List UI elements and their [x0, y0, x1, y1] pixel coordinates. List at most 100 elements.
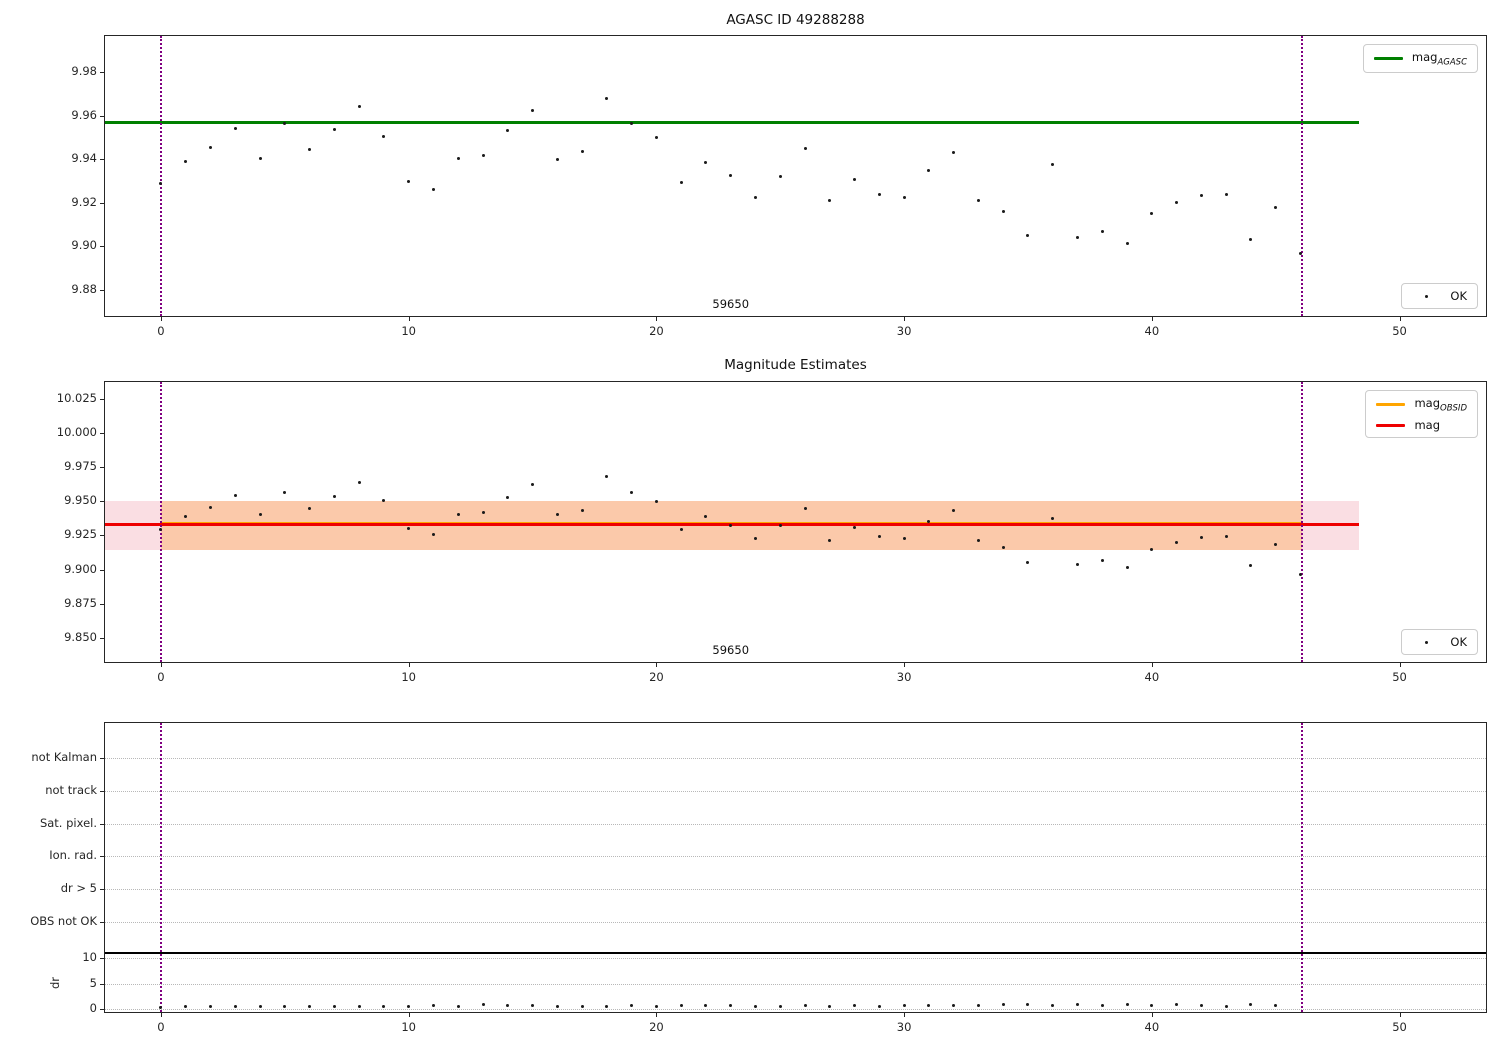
data-point	[209, 145, 213, 149]
dr-data-point	[431, 1004, 435, 1008]
dr-tickmark	[100, 983, 104, 985]
dr-data-point	[654, 1004, 658, 1008]
x-tickmark	[1151, 317, 1153, 321]
data-point	[407, 527, 411, 531]
flag-label: Ion. rad.	[49, 848, 97, 863]
data-point	[630, 121, 634, 125]
mag_AGASC-line	[105, 120, 1359, 124]
x-tick-label: 0	[157, 1020, 165, 1034]
data-point	[258, 156, 262, 160]
y-tick-label: 9.925	[64, 527, 97, 542]
y-tick-label: 9.975	[64, 459, 97, 474]
flag-gridline	[105, 758, 1486, 760]
y-tickmark	[100, 72, 104, 74]
data-point	[679, 180, 683, 184]
data-point	[630, 490, 634, 494]
x-tick-label: 20	[649, 1020, 664, 1034]
data-point	[357, 480, 361, 484]
data-point	[1100, 229, 1104, 233]
data-point	[654, 499, 658, 503]
data-point	[209, 505, 213, 509]
dr-data-point	[803, 1004, 807, 1008]
data-point	[456, 156, 460, 160]
x-tickmark	[408, 1013, 410, 1017]
flag-tickmark	[100, 823, 104, 825]
dr-data-point	[159, 1005, 163, 1009]
data-point	[1051, 516, 1055, 520]
legend-label: magOBSID	[1414, 396, 1467, 414]
data-point	[531, 482, 535, 486]
plot2-axes: magOBSID mag OK	[104, 381, 1487, 663]
data-point	[1224, 535, 1228, 539]
data-point	[679, 527, 683, 531]
data-point	[729, 174, 733, 178]
event-vline	[159, 723, 162, 1012]
y-tickmark	[100, 467, 104, 469]
ok-marker-icon	[1425, 640, 1429, 644]
event-vline	[1301, 36, 1304, 316]
y-tick-label: 9.900	[64, 561, 97, 576]
dr-data-point	[1274, 1003, 1278, 1007]
data-point	[1076, 236, 1080, 240]
data-point	[1125, 566, 1129, 570]
data-point	[332, 494, 336, 498]
x-tick-label: 20	[649, 670, 664, 684]
y-tickmark	[100, 432, 104, 434]
data-point	[1274, 543, 1278, 547]
flag-label: OBS not OK	[30, 913, 97, 928]
legend-line-icon	[1376, 423, 1406, 427]
dr-data-point	[976, 1004, 980, 1008]
dr-data-point	[531, 1004, 535, 1008]
x-tick-label: 40	[1144, 670, 1160, 684]
dr-tick-label: 5	[89, 975, 97, 990]
dr-data-point	[853, 1004, 857, 1008]
dr-tickmark	[100, 958, 104, 959]
legend-label: mag	[1414, 418, 1441, 433]
dr-data-point	[407, 1004, 411, 1008]
x-tickmark	[656, 663, 658, 667]
data-point	[1224, 192, 1228, 196]
data-point	[952, 509, 956, 513]
data-point	[1199, 535, 1203, 539]
y-tick-label: 9.88	[71, 281, 97, 296]
dr-data-point	[1125, 1003, 1129, 1007]
plot1-title: AGASC ID 49288288	[726, 12, 865, 28]
x-tick-label: 50	[1392, 324, 1407, 338]
x-tick-label: 40	[1144, 324, 1160, 338]
data-point	[184, 159, 188, 163]
y-tickmark	[100, 246, 104, 248]
data-point	[1274, 205, 1278, 209]
flag-label: not track	[45, 782, 97, 797]
data-point	[580, 150, 584, 154]
data-point	[1026, 561, 1030, 565]
data-point	[976, 539, 980, 543]
x-tickmark	[904, 317, 906, 321]
x-tickmark	[904, 663, 906, 667]
data-point	[159, 528, 163, 532]
data-point	[382, 134, 386, 138]
x-tick-label: 10	[401, 324, 417, 338]
data-point	[456, 512, 460, 516]
y-tick-label: 9.98	[71, 64, 97, 79]
data-point	[555, 513, 559, 517]
data-point	[283, 121, 287, 125]
legend: magAGASC	[1362, 44, 1478, 74]
data-point	[1150, 547, 1154, 551]
data-point	[704, 515, 708, 519]
dr-data-point	[332, 1005, 336, 1009]
flag-tickmark	[100, 758, 104, 760]
dr-data-point	[927, 1003, 931, 1007]
data-point	[927, 520, 931, 524]
data-point	[184, 514, 188, 518]
data-point	[753, 195, 757, 199]
data-point	[605, 96, 609, 100]
y-tickmark	[100, 569, 104, 571]
flag-gridline	[105, 921, 1486, 923]
data-point	[976, 199, 980, 203]
data-point	[803, 146, 807, 150]
x-tickmark	[1151, 663, 1153, 667]
data-point	[357, 105, 361, 109]
data-point	[555, 157, 559, 161]
data-point	[853, 178, 857, 182]
y-tickmark	[100, 289, 104, 291]
